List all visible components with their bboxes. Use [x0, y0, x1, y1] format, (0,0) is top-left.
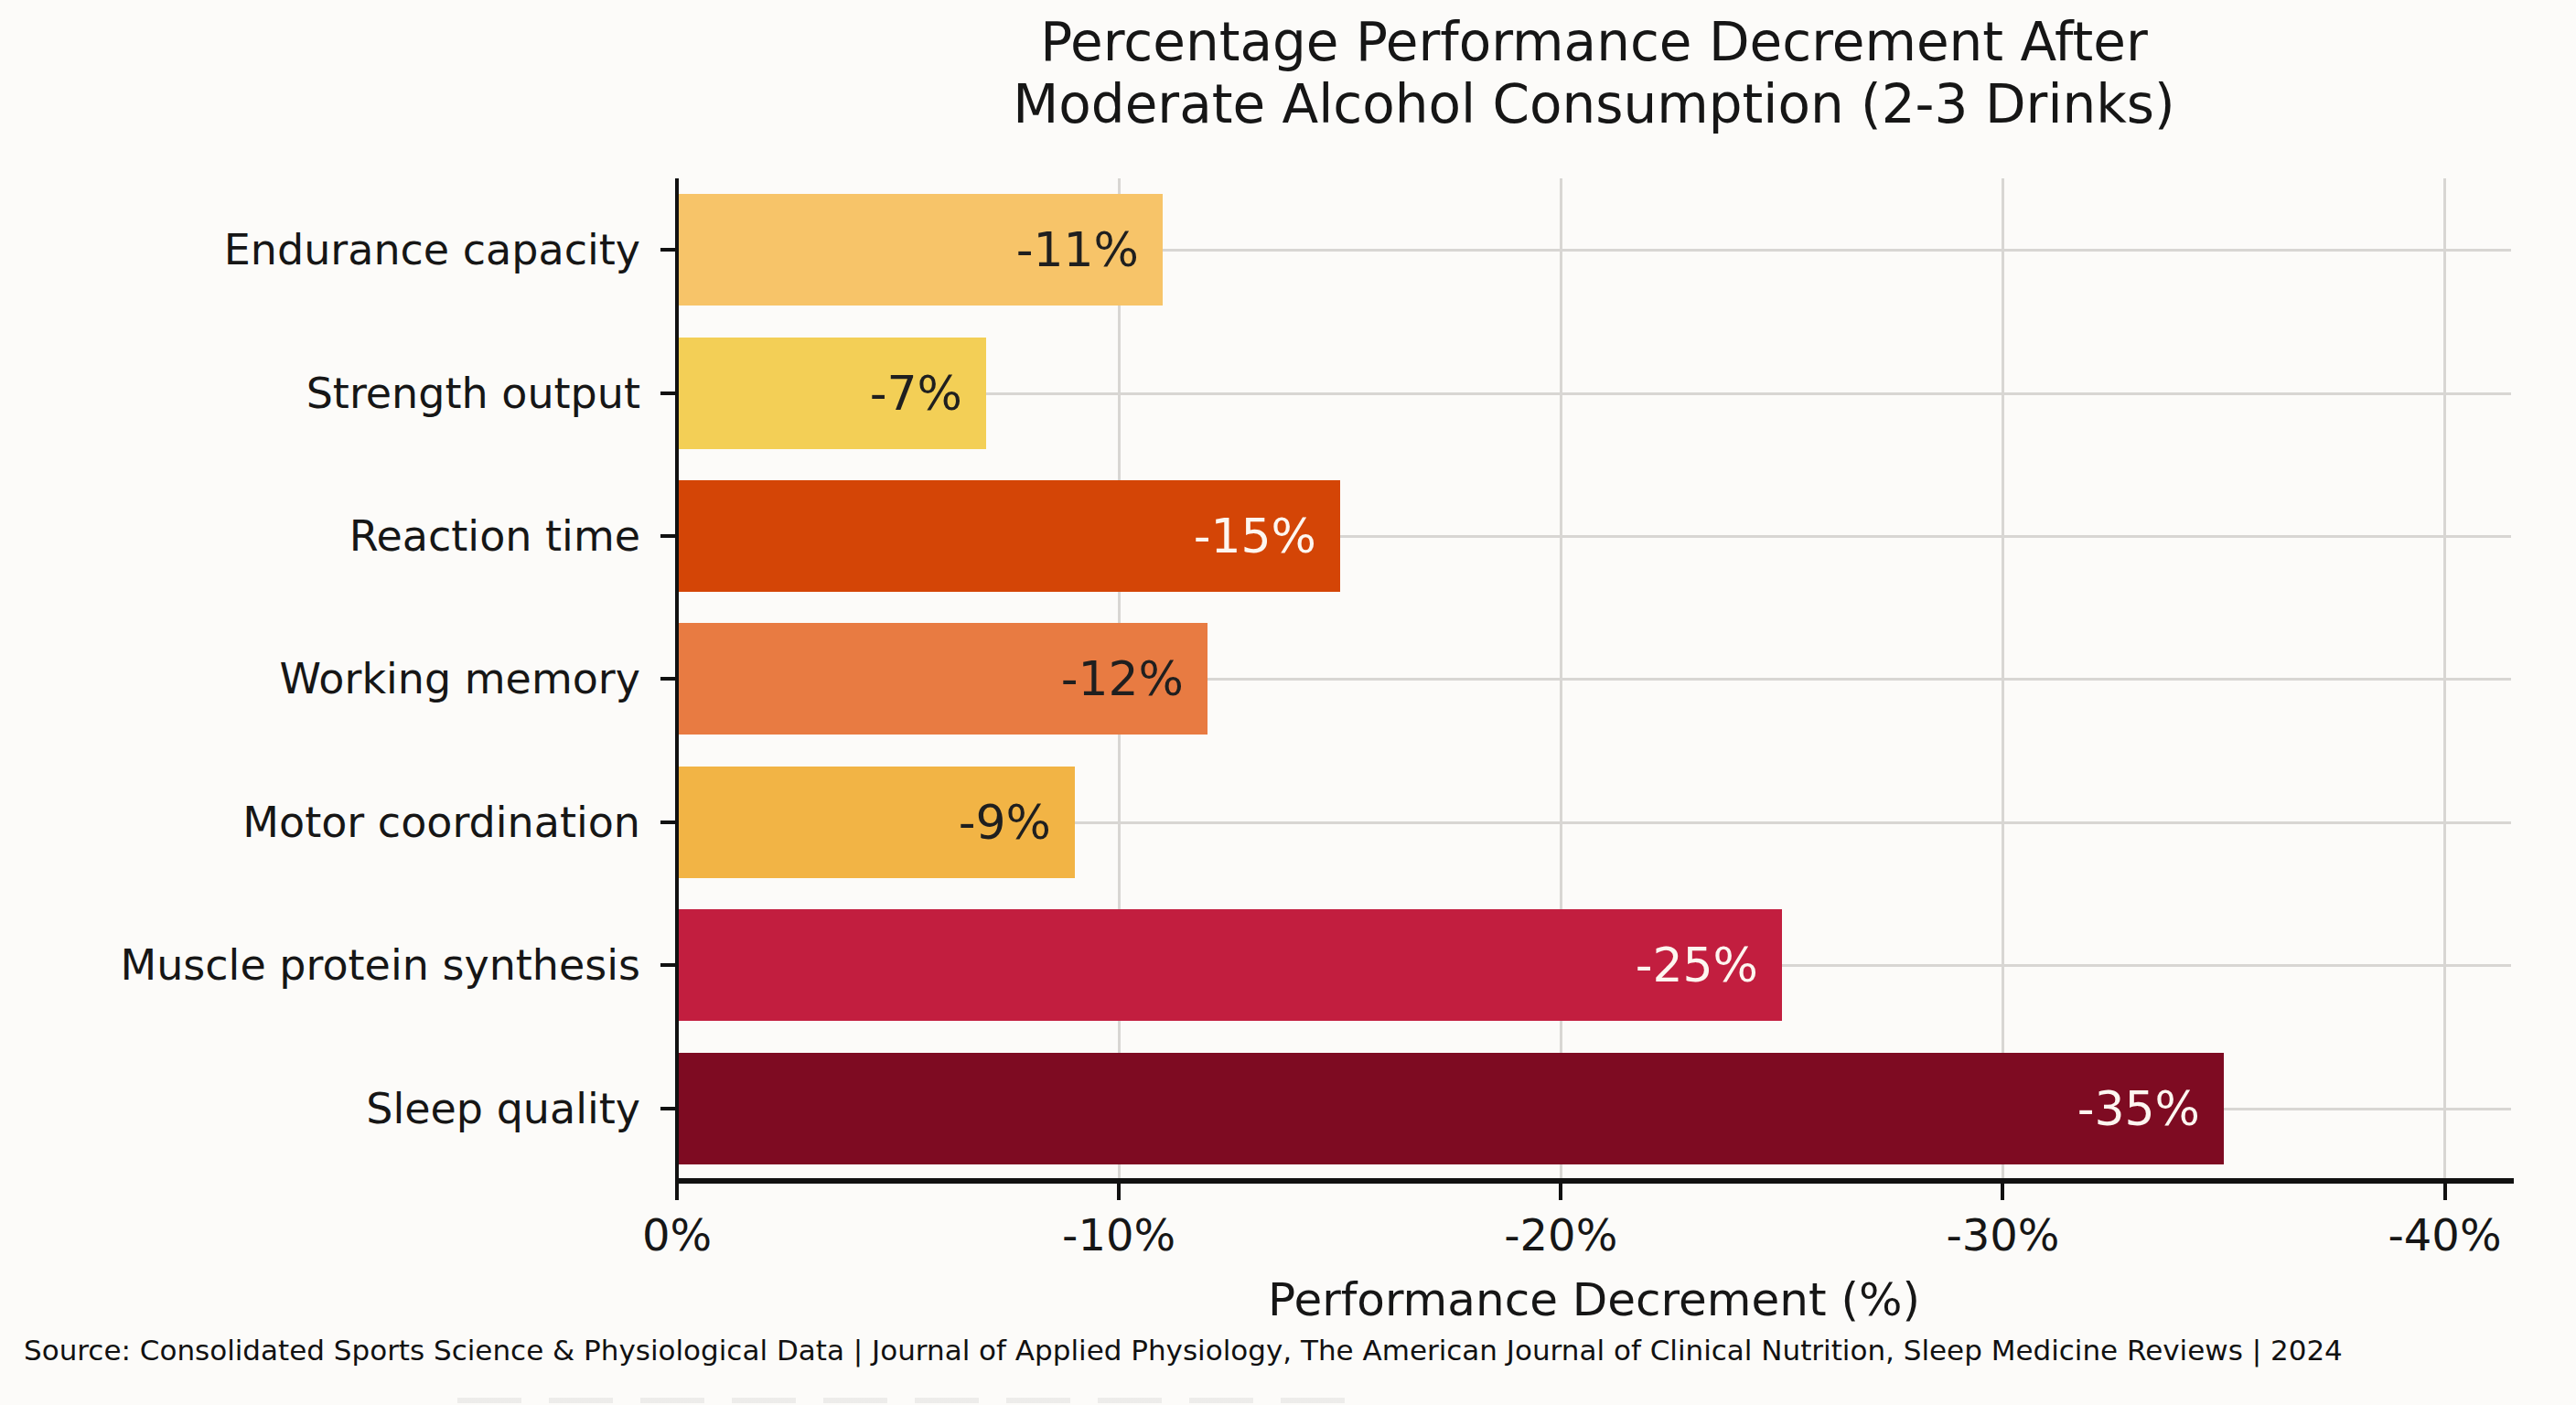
y-tick-mark [660, 677, 675, 681]
chart-title-line2: Moderate Alcohol Consumption (2-3 Drinks… [677, 73, 2511, 135]
bar-value-label: -25% [1636, 938, 1758, 992]
category-label: Motor coordination [242, 798, 640, 847]
y-tick-mark [660, 534, 675, 538]
bar-sleep-quality: -35% [677, 1053, 2224, 1164]
category-label: Endurance capacity [224, 225, 640, 274]
y-tick-mark [660, 820, 675, 824]
x-tick-label: -30% [1946, 1209, 2059, 1260]
category-label: Strength output [306, 369, 640, 418]
category-label: Working memory [280, 654, 640, 703]
figure: Percentage Performance Decrement After M… [0, 0, 2576, 1405]
bar-motor-coordination: -9% [677, 767, 1075, 878]
y-tick-mark [660, 391, 675, 395]
bar-strength-output: -7% [677, 338, 986, 449]
bar-value-label: -12% [1061, 651, 1184, 706]
bar-value-label: -11% [1016, 222, 1139, 277]
bar-endurance-capacity: -11% [677, 194, 1163, 306]
bar-value-label: -35% [2077, 1081, 2200, 1136]
bar-working-memory: -12% [677, 623, 1208, 735]
x-tick-mark [2001, 1184, 2004, 1200]
y-tick-mark [660, 1107, 675, 1110]
source-note: Source: Consolidated Sports Science & Ph… [24, 1334, 2567, 1367]
category-label: Sleep quality [366, 1084, 640, 1133]
category-label: Reaction time [349, 511, 640, 561]
plot-area: -11% -7% -15% -12% -9% -25% -35% [677, 178, 2511, 1180]
y-tick-mark [660, 248, 675, 252]
chart-title-line1: Percentage Performance Decrement After [677, 11, 2511, 73]
category-label: Muscle protein synthesis [121, 940, 641, 990]
x-tick-label: -20% [1504, 1209, 1617, 1260]
x-tick-label: -40% [2388, 1209, 2502, 1260]
chart-title: Percentage Performance Decrement After M… [677, 11, 2511, 136]
bar-muscle-protein-synthesis: -25% [677, 909, 1782, 1021]
x-axis-spine [675, 1178, 2514, 1184]
x-tick-mark [1559, 1184, 1562, 1200]
bar-value-label: -7% [870, 366, 962, 421]
y-axis-spine [675, 178, 679, 1184]
y-axis-category-labels: Endurance capacity Strength output Reactio… [0, 178, 640, 1180]
bar-reaction-time: -15% [677, 480, 1340, 592]
x-tick-mark [2443, 1184, 2447, 1200]
bottom-dashed-line [457, 1398, 1354, 1403]
y-tick-mark [660, 963, 675, 967]
bar-value-label: -9% [959, 795, 1051, 850]
x-tick-label: -10% [1062, 1209, 1175, 1260]
bar-value-label: -15% [1194, 509, 1316, 563]
x-tick-mark [675, 1184, 679, 1200]
x-tick-label: 0% [642, 1209, 712, 1260]
x-tick-mark [1117, 1184, 1121, 1200]
x-axis-label: Performance Decrement (%) [677, 1273, 2511, 1326]
